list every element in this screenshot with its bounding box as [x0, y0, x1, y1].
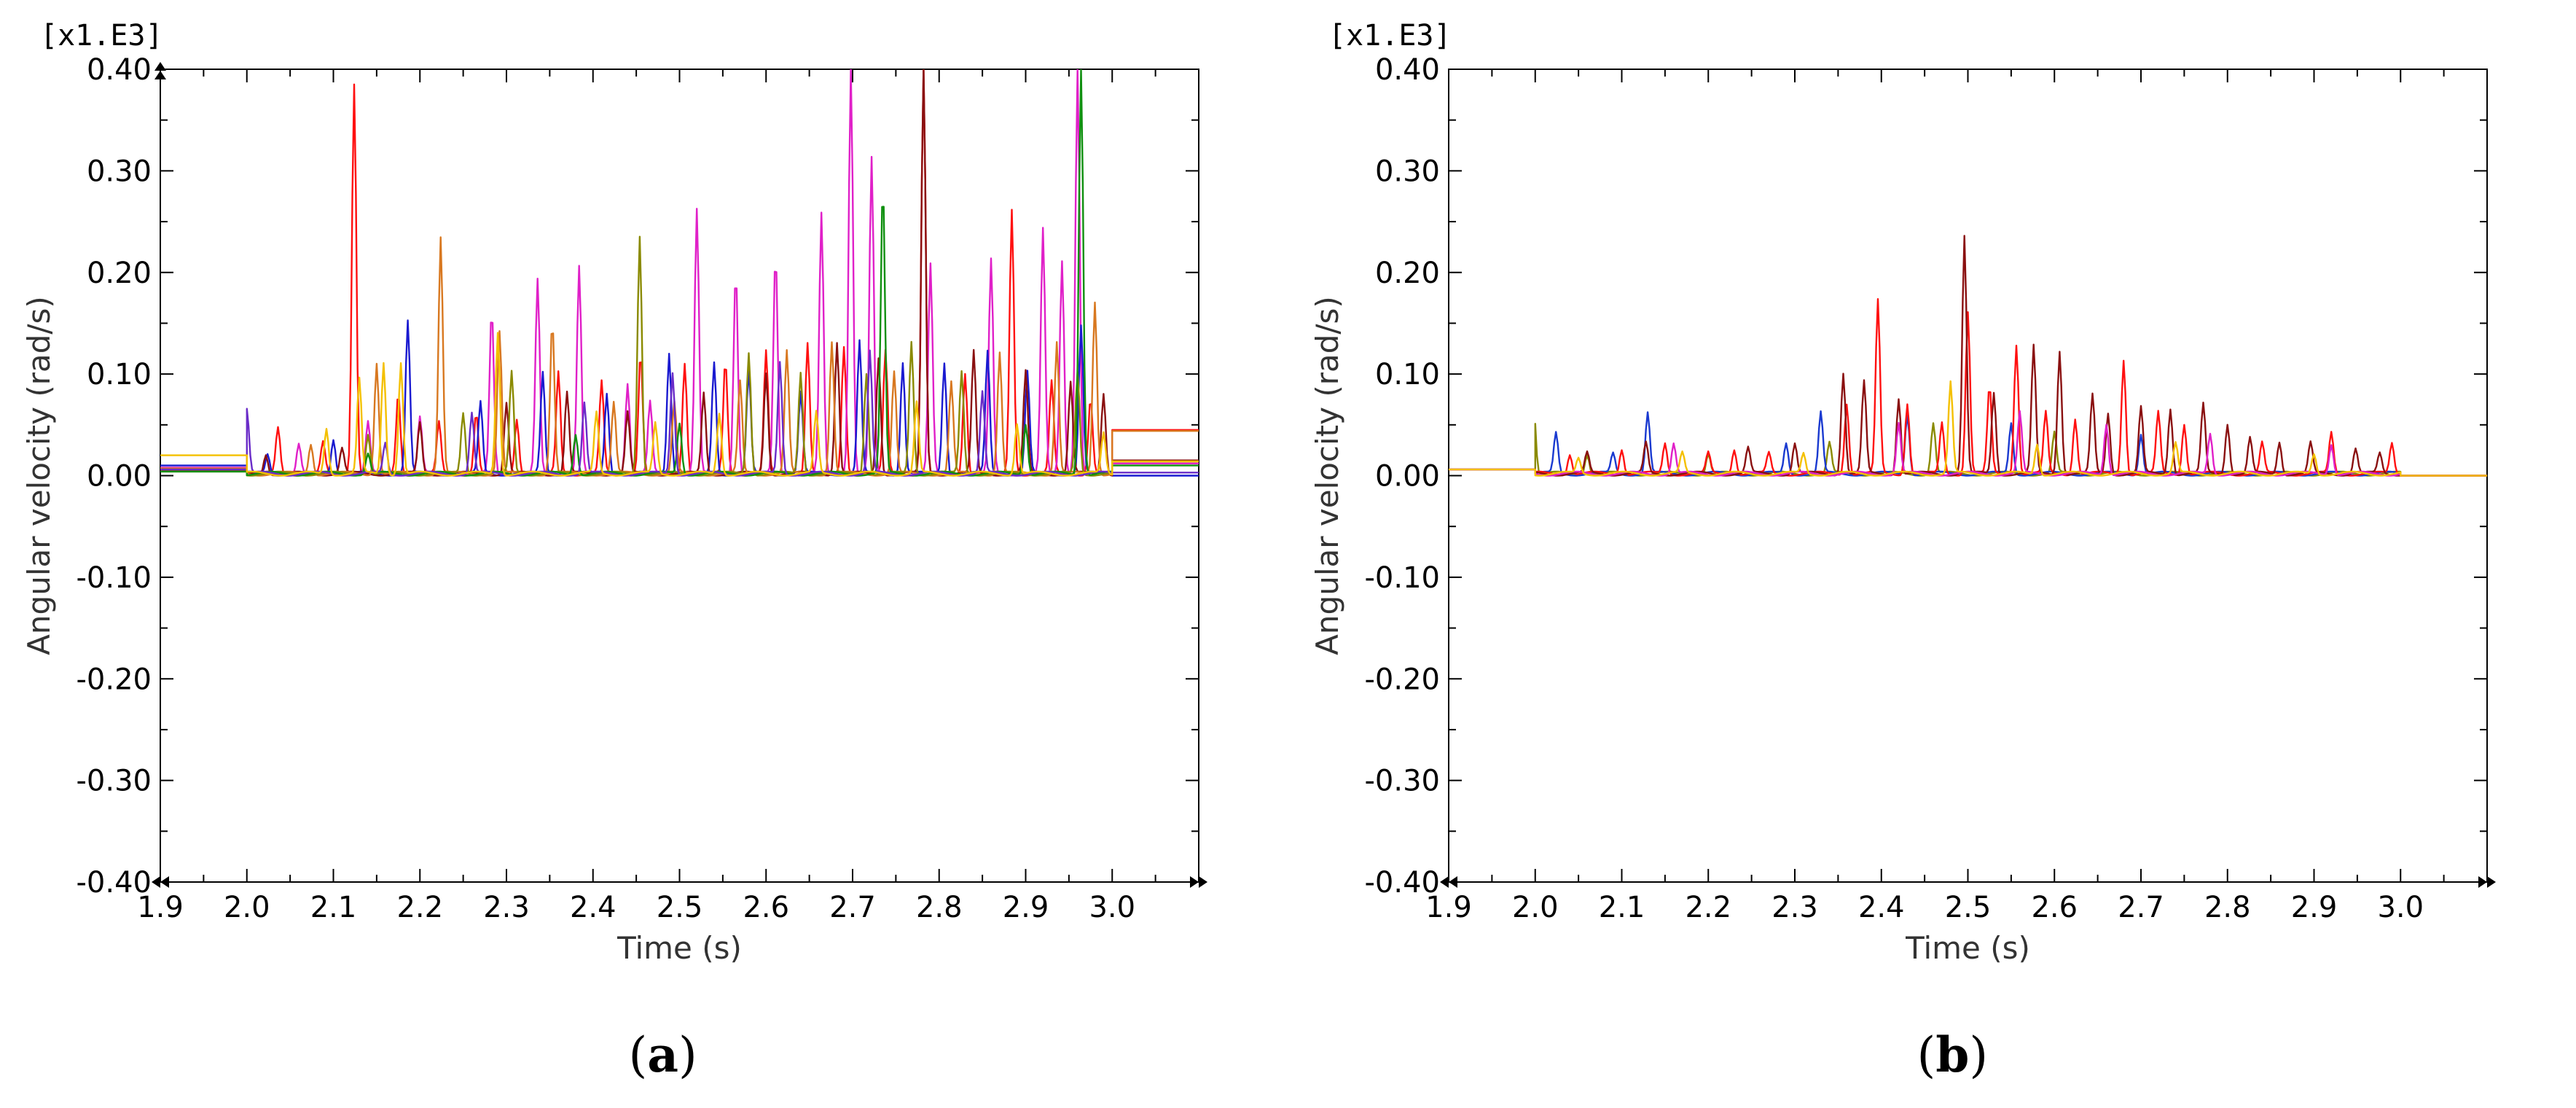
- y-tick-label: -0.10: [1365, 561, 1441, 595]
- x-axis-right-arrow: [2478, 876, 2496, 888]
- y-tick-label: 0.00: [1375, 460, 1440, 493]
- y-tick-label: 0.10: [1375, 358, 1440, 391]
- y-axis-title: Angular velocity (rad/s): [21, 296, 57, 655]
- chart-panel-a: 0.40 0.30 0.20 0.10 0.00 -0.10 -0.20 -0.30 -0.40…: [21, 19, 1207, 1083]
- y-tick-label: 0.30: [87, 155, 152, 188]
- y-axis-top-arrow: [154, 62, 166, 79]
- x-tick-label: 2.5: [657, 891, 703, 924]
- scale-note: [x1.E3]: [1328, 19, 1452, 52]
- x-tick-label: 2.8: [2204, 891, 2251, 924]
- series-line-4: [1449, 235, 2487, 477]
- series-line-4: [160, 69, 1199, 477]
- y-tick-label: 0.40: [87, 53, 152, 87]
- series-line-6: [160, 235, 1199, 477]
- x-axis-right-arrow: [1190, 876, 1207, 888]
- series-line-3: [160, 319, 1199, 477]
- axis-arrow-markers: [152, 62, 1207, 888]
- y-tick-label: 0.20: [1375, 257, 1440, 290]
- scale-note: [x1.E3]: [40, 19, 163, 52]
- x-tick-label: 3.0: [1089, 891, 1135, 924]
- y-tick-label: -0.30: [1365, 765, 1441, 798]
- series-line-2: [160, 69, 1199, 477]
- y-tick-label: -0.10: [77, 561, 152, 595]
- x-tick-label: 2.7: [2118, 891, 2164, 924]
- y-tick-label: 0.10: [87, 358, 152, 391]
- x-tick-label: 3.0: [2377, 891, 2424, 924]
- panel-label-open: (: [629, 1027, 648, 1083]
- y-axis-title: Angular velocity (rad/s): [1309, 296, 1345, 655]
- x-tick-label: 2.0: [1512, 891, 1559, 924]
- y-tick-label: -0.40: [77, 866, 152, 900]
- panel-label-close: ): [1969, 1027, 1988, 1083]
- series-line-9: [160, 332, 1199, 477]
- series-line-6: [1449, 380, 2487, 477]
- x-tick-label: 2.2: [1685, 891, 1731, 924]
- axis-arrow-markers: [1440, 876, 2496, 888]
- chart-a-svg: 0.40 0.30 0.20 0.10 0.00 -0.10 -0.20 -0.30 -0.40…: [21, 19, 1207, 1083]
- panel-label-letter: b: [1935, 1026, 1969, 1083]
- x-tick-label: 2.3: [1772, 891, 1818, 924]
- x-tick-label: 2.6: [2031, 891, 2078, 924]
- x-tick-label: 2.6: [743, 891, 789, 924]
- chart-panel-b: 0.40 0.30 0.20 0.10 0.00 -0.10 -0.20 -0.30 -0.40…: [1288, 0, 2576, 1108]
- series-line-7: [160, 69, 1199, 477]
- x-tick-label: 2.0: [224, 891, 270, 924]
- panel-label-close: ): [678, 1027, 697, 1083]
- series-line-1: [160, 69, 1199, 477]
- y-tick-label: 0.20: [87, 257, 152, 290]
- x-tick-label: 2.9: [1003, 891, 1049, 924]
- y-tick-label: -0.30: [77, 765, 152, 798]
- x-tick-label: 2.5: [1945, 891, 1992, 924]
- y-tick-label: -0.40: [1365, 866, 1441, 900]
- panel-label: (b): [1917, 1026, 1989, 1083]
- x-tick-label: 2.7: [829, 891, 876, 924]
- x-tick-label: 2.3: [483, 891, 530, 924]
- series-group: [1449, 235, 2487, 477]
- x-axis-left-arrow: [152, 876, 169, 888]
- x-tick-label: 1.9: [137, 891, 184, 924]
- x-axis-left-arrow: [1440, 876, 1457, 888]
- panel-label: (a): [629, 1026, 697, 1083]
- x-axis-title: Time (s): [616, 930, 742, 966]
- x-tick-label: 2.8: [916, 891, 963, 924]
- chart-b-svg: 0.40 0.30 0.20 0.10 0.00 -0.10 -0.20 -0.30 -0.40…: [1309, 19, 2496, 1083]
- x-tick-label: 2.9: [2291, 891, 2338, 924]
- series-group: [160, 69, 1199, 477]
- y-tick-label: 0.30: [1375, 155, 1440, 188]
- x-tick-label: 2.2: [396, 891, 443, 924]
- x-tick-label: 2.4: [570, 891, 616, 924]
- y-tick-label: -0.20: [77, 663, 152, 696]
- x-tick-label: 2.1: [1599, 891, 1645, 924]
- series-line-5: [160, 236, 1199, 477]
- panel-label-open: (: [1917, 1027, 1936, 1083]
- x-tick-label: 2.4: [1858, 891, 1905, 924]
- y-tick-label: 0.00: [87, 460, 152, 493]
- x-tick-label: 1.9: [1425, 891, 1472, 924]
- y-tick-label: 0.40: [1375, 53, 1440, 87]
- x-axis-title: Time (s): [1905, 930, 2030, 966]
- panel-label-letter: a: [647, 1026, 678, 1083]
- y-tick-label: -0.20: [1365, 663, 1441, 696]
- x-tick-label: 2.1: [310, 891, 357, 924]
